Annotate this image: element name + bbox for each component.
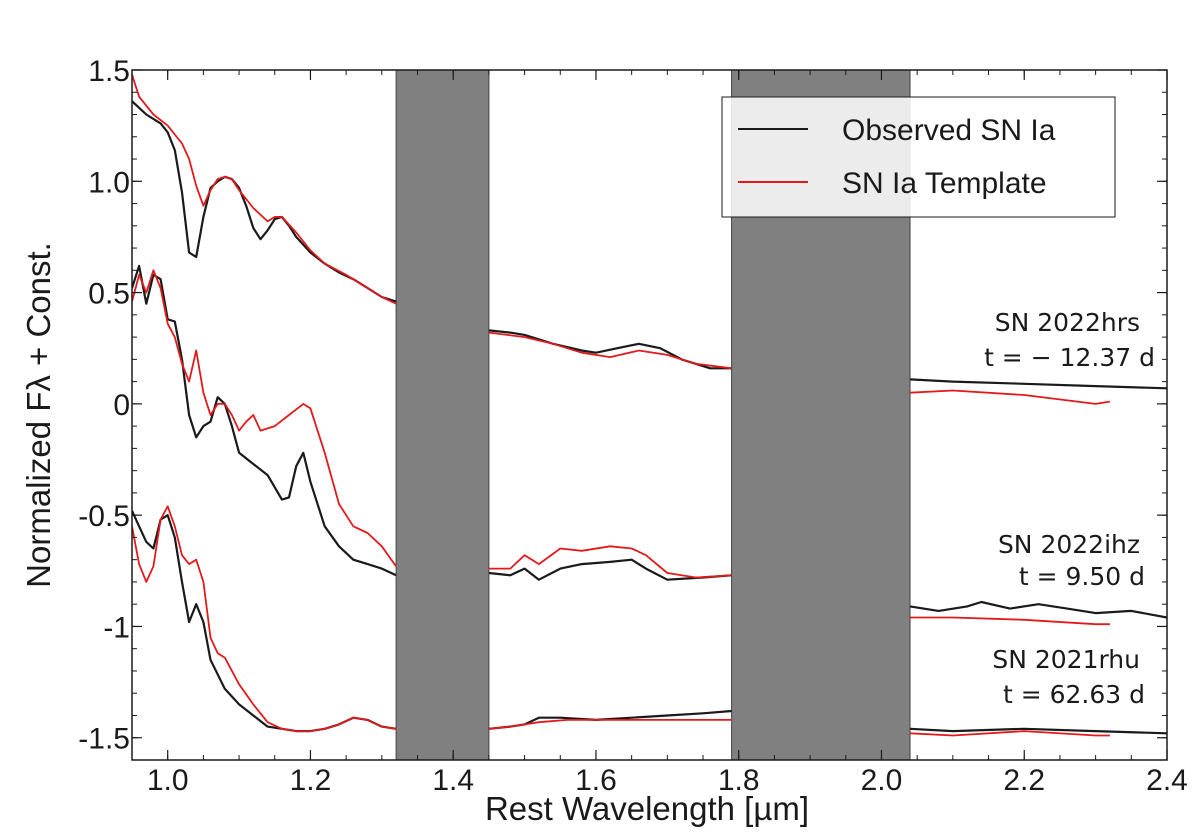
series-template-segment-3-2 xyxy=(910,616,1110,626)
x-tick-label: 2.4 xyxy=(1146,764,1188,797)
x-tick-label: 2.2 xyxy=(1003,764,1045,797)
y-tick-label: 1.5 xyxy=(88,55,130,88)
x-tick-label: 1.2 xyxy=(290,764,332,797)
annotation-name-2022hrs: SN 2022hrs xyxy=(995,308,1140,337)
series-observed-segment-2-1 xyxy=(488,558,732,581)
annotation-epoch-2022ihz: t = 9.50 d xyxy=(1019,562,1145,591)
series-template-5 xyxy=(132,505,1110,737)
plot-frame xyxy=(131,69,1168,761)
series-template-segment-1-0 xyxy=(132,74,397,305)
y-tick-label: -0.5 xyxy=(78,500,130,533)
legend: Observed SN Ia SN Ia Template xyxy=(721,96,1116,218)
series-observed-segment-4-0 xyxy=(132,510,397,733)
series-observed-segment-2-0 xyxy=(132,264,397,577)
legend-box xyxy=(721,96,1116,218)
series-observed-segment-2-2 xyxy=(909,600,1167,619)
y-axis-label: Normalized Fλ + Const. xyxy=(20,242,57,588)
series-template-segment-5-0 xyxy=(132,505,397,732)
legend-label-template: SN Ia Template xyxy=(842,167,1047,200)
x-tick-label: 1.8 xyxy=(718,764,760,797)
y-tick-label: -1 xyxy=(103,611,130,644)
annotation-epoch-2022hrs: t = − 12.37 d xyxy=(984,343,1155,372)
x-tick-label: 1.6 xyxy=(575,764,617,797)
annotation-name-2022ihz: SN 2022ihz xyxy=(998,530,1140,559)
x-tick-label: 1.0 xyxy=(147,764,189,797)
series-template-segment-3-1 xyxy=(488,545,732,579)
series-observed-2 xyxy=(132,264,1167,619)
y-tick-label: 1.0 xyxy=(88,166,130,199)
series-template-segment-5-2 xyxy=(909,730,1110,737)
x-tick-label: 2.0 xyxy=(861,764,903,797)
x-tick-label: 1.4 xyxy=(432,764,474,797)
series-template-segment-1-1 xyxy=(488,331,732,370)
annotation-name-2021rhu: SN 2021rhu xyxy=(992,645,1140,674)
annotations: SN 2022hrs t = − 12.37 d SN 2022ihz t = … xyxy=(984,308,1155,709)
y-tick-label: -1.5 xyxy=(78,723,130,756)
series-template-3 xyxy=(132,269,1110,626)
series-observed-segment-0-2 xyxy=(909,378,1167,390)
series-template-segment-5-1 xyxy=(488,719,732,730)
series-template-segment-3-0 xyxy=(132,269,397,567)
series-template-1 xyxy=(132,74,1111,405)
y-tick-label: 0.5 xyxy=(88,278,130,311)
series-template-segment-1-2 xyxy=(909,389,1111,405)
axis-ticks: 1.0 1.2 1.4 1.6 1.8 2.0 2.2 2.4 1.5 1.0 0.5 0 -0.5 -1… xyxy=(78,55,1188,797)
y-tick-label: 0 xyxy=(113,389,130,422)
telluric-band-0 xyxy=(395,69,490,761)
series-observed-segment-0-1 xyxy=(488,329,732,370)
spectra-series xyxy=(132,74,1167,737)
annotation-epoch-2021rhu: t = 62.63 d xyxy=(1003,680,1145,709)
series-observed-segment-4-2 xyxy=(909,727,1167,735)
x-axis-label: Rest Wavelength [µm] xyxy=(485,790,809,827)
legend-label-observed: Observed SN Ia xyxy=(842,114,1056,147)
